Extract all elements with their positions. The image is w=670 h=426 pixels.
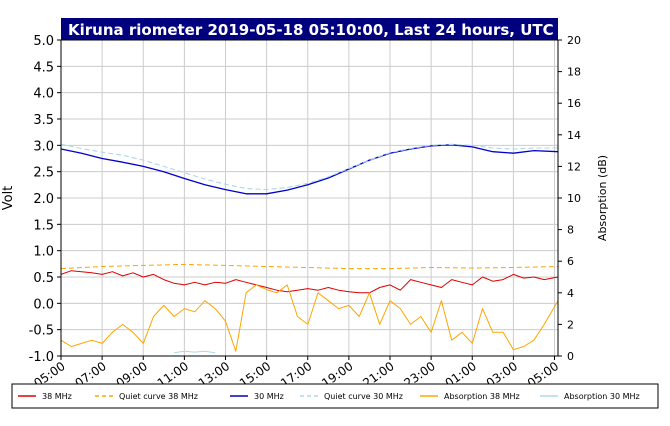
y-tick-label: -0.5 [29, 324, 54, 339]
y2-tick-label: 12 [567, 160, 581, 173]
y2-tick-label: 18 [567, 66, 581, 79]
series-line-quiet-curve-30-mhz [60, 143, 558, 191]
legend: 38 MHz Quiet curve 38 MHz 30 MHz Quiet curv… [18, 392, 640, 401]
y-tick-label: 2.0 [33, 192, 54, 207]
series-layer [60, 143, 559, 354]
y2-tick-label: 20 [567, 34, 581, 47]
series-line-quiet-curve-38-mhz [60, 263, 559, 270]
y-tick-label: 1.0 [33, 245, 54, 260]
y2-tick-label: 0 [567, 350, 574, 363]
left-axis: 5.0 4.5 4.0 3.5 3.0 2.5 2.0 1.5 1.0 0.5 0.0 -0.5 -1.… [29, 34, 61, 365]
y-tick-label: 4.5 [33, 60, 54, 75]
y2-tick-label: 2 [567, 318, 574, 331]
legend-label: Quiet curve 30 MHz [324, 392, 403, 401]
y-tick-label: 3.5 [33, 113, 54, 128]
legend-label: Absorption 30 MHz [564, 392, 640, 401]
y-tick-label: 4.0 [33, 87, 54, 102]
legend-label: Absorption 38 MHz [444, 392, 520, 401]
legend-label: 38 MHz [42, 392, 72, 401]
series-line-absorption-38-mhz [60, 284, 559, 352]
y2-axis-label: Absorption (dB) [596, 155, 609, 241]
chart-title: Kiruna riometer 2019-05-18 05:10:00, Las… [68, 21, 554, 39]
y2-tick-label: 6 [567, 255, 574, 268]
y2-tick-label: 16 [567, 97, 581, 110]
y2-tick-label: 8 [567, 224, 574, 237]
series-line-absorption-30-mhz [174, 350, 216, 354]
title-bar [61, 18, 558, 40]
y2-tick-label: 4 [567, 287, 574, 300]
y-tick-label: 0.5 [33, 271, 54, 286]
y2-tick-label: 14 [567, 129, 581, 142]
y-tick-label: 1.5 [33, 218, 54, 233]
y-tick-label: -1.0 [29, 350, 54, 365]
y-tick-label: 3.0 [33, 139, 54, 154]
y2-tick-label: 10 [567, 192, 581, 205]
y-tick-label: 5.0 [33, 34, 54, 49]
legend-label: 30 MHz [254, 392, 284, 401]
series-line-38-mhz [60, 270, 559, 294]
series-line-30-mhz [60, 144, 559, 195]
y-axis-label: Volt [1, 186, 16, 211]
legend-label: Quiet curve 38 MHz [119, 392, 198, 401]
y-tick-label: 2.5 [33, 166, 54, 181]
y-tick-label: 0.0 [33, 297, 54, 312]
